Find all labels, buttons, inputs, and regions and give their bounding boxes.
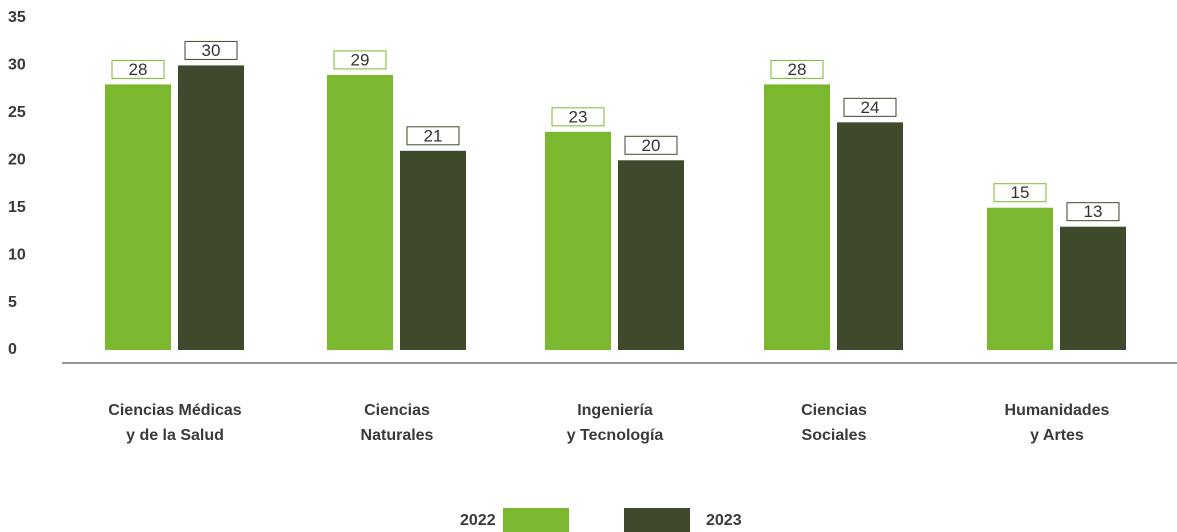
bar: [105, 84, 171, 351]
value-label: 24: [861, 98, 880, 117]
y-tick-label: 0: [8, 341, 17, 358]
legend-label: 2023: [706, 512, 742, 529]
x-tick-label: Naturales: [361, 427, 434, 444]
bar: [987, 207, 1053, 350]
value-label: 15: [1011, 183, 1030, 202]
value-label: 30: [202, 41, 221, 60]
value-label: 21: [424, 126, 443, 145]
y-tick-label: 35: [8, 9, 26, 26]
x-tick-label: y Artes: [1030, 427, 1084, 444]
legend-swatch: [624, 508, 690, 532]
legend-label: 2022: [460, 512, 496, 529]
value-label-box: [843, 97, 897, 117]
x-tick-label: Sociales: [802, 427, 867, 444]
x-tick-label: Ciencias: [364, 402, 430, 419]
bar: [837, 122, 903, 350]
value-label-box: [551, 107, 605, 127]
value-label: 23: [569, 107, 588, 126]
y-tick-label: 15: [8, 199, 26, 216]
bar: [764, 84, 830, 351]
bar: [400, 150, 466, 350]
bar: [178, 65, 244, 350]
y-tick-label: 25: [8, 104, 26, 121]
legend-swatch: [503, 508, 569, 532]
x-tick-label: Ingeniería: [577, 402, 653, 419]
value-label: 20: [642, 136, 661, 155]
bar: [618, 160, 684, 350]
value-label-box: [1066, 202, 1120, 222]
bar: [327, 74, 393, 351]
x-tick-label: y Tecnología: [567, 427, 664, 444]
x-tick-label: Humanidades: [1005, 402, 1110, 419]
value-label: 13: [1084, 202, 1103, 221]
y-tick-label: 30: [8, 57, 26, 74]
value-label: 28: [129, 60, 148, 79]
value-label-box: [333, 50, 387, 70]
x-tick-label: y de la Salud: [126, 427, 224, 444]
x-tick-label: Ciencias Médicas: [108, 402, 242, 419]
value-label: 28: [788, 60, 807, 79]
y-tick-label: 10: [8, 246, 26, 263]
y-tick-label: 20: [8, 152, 26, 169]
value-label-box: [624, 135, 678, 155]
bar: [1060, 226, 1126, 350]
value-label-box: [184, 40, 238, 60]
y-tick-label: 5: [8, 294, 17, 311]
x-tick-label: Ciencias: [801, 402, 867, 419]
bar: [545, 131, 611, 350]
value-label-box: [770, 59, 824, 79]
value-label-box: [406, 126, 460, 146]
value-label-box: [111, 59, 165, 79]
value-label-box: [993, 183, 1047, 203]
value-label: 29: [351, 50, 370, 69]
